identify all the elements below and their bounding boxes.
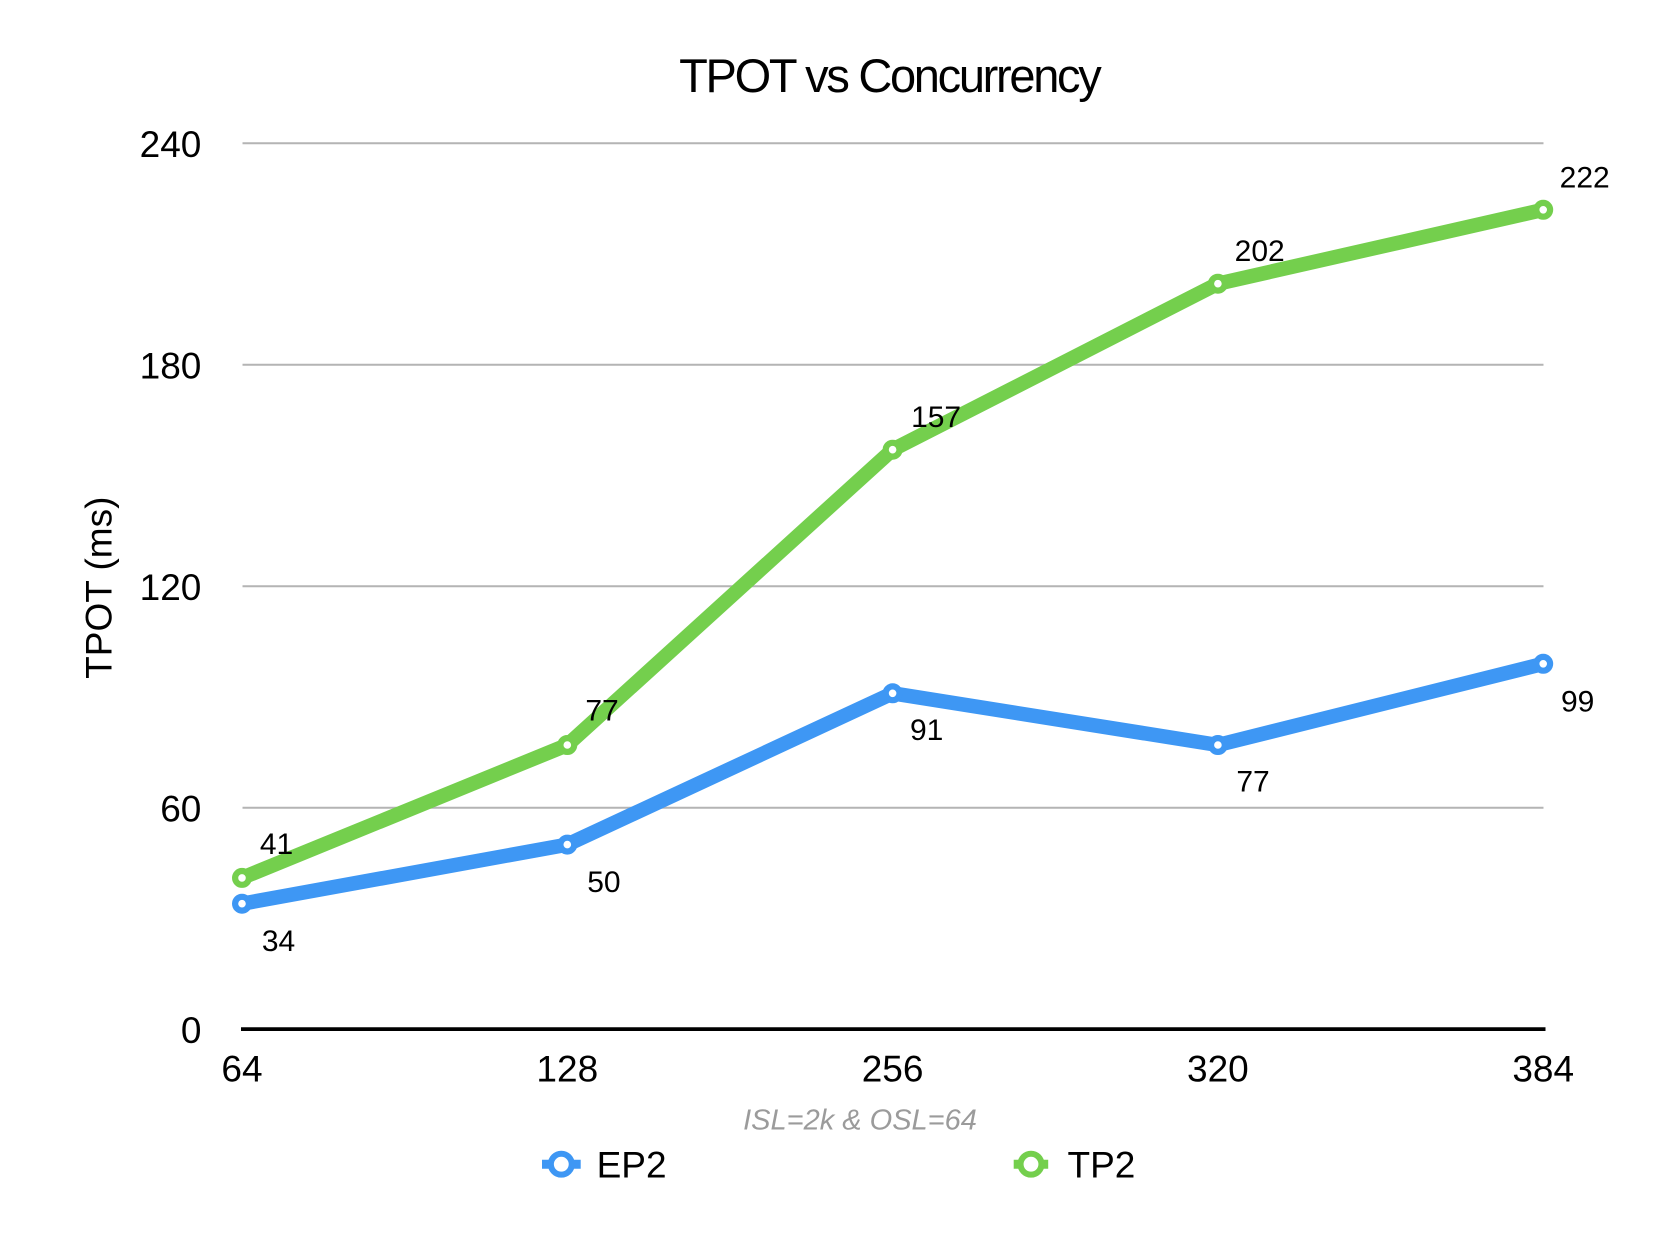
svg-text:120: 120 [140, 567, 202, 608]
svg-text:128: 128 [536, 1049, 598, 1090]
svg-text:99: 99 [1561, 686, 1594, 719]
svg-text:222: 222 [1560, 161, 1610, 194]
svg-text:202: 202 [1235, 235, 1285, 268]
svg-text:91: 91 [910, 714, 943, 747]
svg-text:60: 60 [160, 788, 201, 829]
svg-text:0: 0 [181, 1010, 202, 1051]
svg-text:157: 157 [911, 401, 961, 434]
svg-text:41: 41 [260, 828, 293, 861]
svg-text:TPOT vs Concurrency: TPOT vs Concurrency [679, 49, 1102, 102]
svg-text:77: 77 [1236, 765, 1269, 798]
svg-text:34: 34 [262, 925, 295, 958]
svg-text:320: 320 [1187, 1049, 1249, 1090]
svg-text:180: 180 [140, 346, 202, 387]
svg-text:384: 384 [1512, 1049, 1574, 1090]
svg-text:EP2: EP2 [597, 1145, 667, 1186]
svg-text:64: 64 [221, 1049, 262, 1090]
svg-text:240: 240 [140, 124, 202, 165]
svg-text:50: 50 [587, 866, 620, 899]
svg-text:256: 256 [862, 1049, 924, 1090]
svg-text:77: 77 [585, 694, 618, 727]
svg-text:TPOT (ms): TPOT (ms) [79, 497, 120, 679]
svg-text:ISL=2k & OSL=64: ISL=2k & OSL=64 [743, 1105, 977, 1137]
svg-text:TP2: TP2 [1068, 1145, 1136, 1186]
